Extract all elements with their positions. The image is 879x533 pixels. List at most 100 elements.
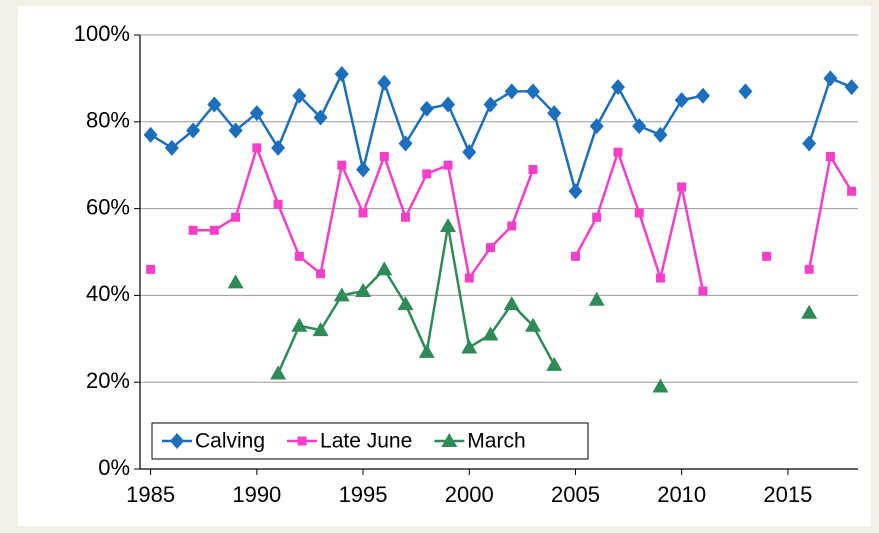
marker-diamond <box>164 139 179 156</box>
marker-triangle <box>801 304 818 319</box>
marker-triangle <box>441 433 458 447</box>
marker-triangle <box>270 365 287 380</box>
marker-triangle <box>333 287 350 302</box>
marker-square <box>273 199 283 209</box>
marker-triangle <box>418 343 435 358</box>
x-tick-label: 2015 <box>763 482 812 507</box>
marker-diamond <box>695 87 710 104</box>
y-tick-label: 80% <box>86 108 130 133</box>
marker-square <box>188 225 198 235</box>
marker-diamond <box>377 74 392 91</box>
x-tick-label: 2005 <box>551 482 600 507</box>
marker-square <box>209 225 219 235</box>
marker-diamond <box>292 87 307 104</box>
marker-square <box>422 169 432 179</box>
marker-diamond <box>547 105 562 122</box>
marker-square <box>252 143 262 153</box>
marker-square <box>592 212 602 222</box>
marker-diamond <box>186 122 201 139</box>
marker-triangle <box>227 274 244 289</box>
marker-diamond <box>610 79 625 96</box>
marker-diamond <box>334 66 349 83</box>
marker-square <box>698 286 708 296</box>
marker-triangle <box>440 217 457 232</box>
marker-triangle <box>355 283 372 298</box>
marker-square <box>613 147 623 157</box>
marker-square <box>762 251 772 261</box>
marker-triangle <box>291 317 308 332</box>
marker-diamond <box>419 100 434 117</box>
marker-triangle <box>652 378 669 393</box>
marker-square <box>804 264 814 274</box>
marker-triangle <box>312 322 329 337</box>
marker-triangle <box>376 261 393 276</box>
marker-diamond <box>589 118 604 135</box>
marker-diamond <box>653 126 668 143</box>
marker-diamond <box>568 183 583 200</box>
marker-square <box>570 251 580 261</box>
marker-triangle <box>546 356 563 371</box>
marker-square <box>634 208 644 218</box>
marker-square <box>297 436 307 446</box>
marker-square <box>655 273 665 283</box>
x-tick-label: 2000 <box>445 482 494 507</box>
marker-square <box>443 160 453 170</box>
marker-diamond <box>462 144 477 161</box>
marker-diamond <box>525 83 540 100</box>
marker-diamond <box>802 135 817 152</box>
marker-diamond <box>313 109 328 126</box>
marker-diamond <box>674 92 689 109</box>
marker-diamond <box>143 126 158 143</box>
marker-diamond <box>249 105 264 122</box>
marker-triangle <box>588 291 605 306</box>
marker-diamond <box>738 83 753 100</box>
marker-triangle <box>397 296 414 311</box>
marker-diamond <box>356 161 371 178</box>
marker-diamond <box>271 139 286 156</box>
marker-diamond <box>398 135 413 152</box>
y-tick-label: 0% <box>98 455 130 480</box>
marker-diamond <box>844 79 859 96</box>
legend-label: Calving <box>195 430 265 453</box>
marker-diamond <box>228 122 243 139</box>
marker-square <box>528 165 538 175</box>
marker-triangle <box>482 326 499 341</box>
y-tick-label: 20% <box>86 368 130 393</box>
marker-diamond <box>441 96 456 113</box>
marker-diamond <box>207 96 222 113</box>
x-tick-label: 1985 <box>126 482 175 507</box>
marker-square <box>464 273 474 283</box>
legend-box <box>151 422 589 460</box>
marker-square <box>146 264 156 274</box>
legend-label: March <box>467 430 525 453</box>
marker-square <box>677 182 687 192</box>
marker-square <box>401 212 411 222</box>
marker-triangle <box>524 317 541 332</box>
legend-label: Late June <box>320 430 412 453</box>
marker-diamond <box>483 96 498 113</box>
marker-square <box>294 251 304 261</box>
y-tick-label: 40% <box>86 281 130 306</box>
marker-diamond <box>632 118 647 135</box>
marker-square <box>337 160 347 170</box>
marker-square <box>507 221 517 231</box>
legend: Calving Late June March <box>151 422 589 460</box>
x-tick-label: 1990 <box>232 482 281 507</box>
marker-square <box>316 269 326 279</box>
marker-square <box>358 208 368 218</box>
x-tick-label: 2010 <box>657 482 706 507</box>
marker-triangle <box>503 296 520 311</box>
y-tick-label: 60% <box>86 194 130 219</box>
y-tick-label: 100% <box>74 21 130 46</box>
marker-square <box>379 152 389 162</box>
marker-square <box>825 152 835 162</box>
marker-triangle <box>461 339 478 354</box>
marker-square <box>231 212 241 222</box>
marker-diamond <box>823 70 838 87</box>
marker-square <box>847 186 857 196</box>
marker-square <box>486 243 496 253</box>
x-tick-label: 1995 <box>339 482 388 507</box>
marker-diamond <box>170 433 184 449</box>
